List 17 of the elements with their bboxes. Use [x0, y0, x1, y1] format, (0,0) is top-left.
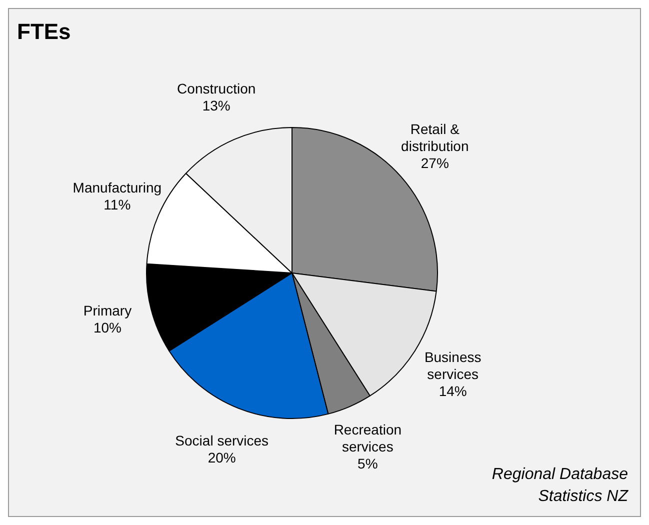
data-label: 10%: [93, 320, 122, 336]
slice-label: Retail & distribution: [401, 120, 469, 154]
text: Regional Database: [492, 465, 628, 485]
slice-label: Business services: [424, 348, 482, 382]
data-label: 14%: [438, 382, 467, 399]
data-label: 20%: [208, 449, 236, 466]
data-label: 11%: [104, 196, 131, 213]
data-label: 13%: [202, 98, 230, 114]
slice-label: Social services: [175, 432, 269, 448]
slice-label: Primary: [83, 302, 132, 319]
slice-label: Recreation services: [334, 422, 402, 455]
text: Statistics NZ: [537, 487, 628, 507]
data-label: 5%: [358, 456, 378, 472]
data-label: 27%: [420, 154, 449, 171]
chart-title: FTEs: [17, 19, 71, 45]
slice-label: Construction: [177, 80, 256, 97]
slice-label: Manufacturing: [72, 180, 162, 196]
